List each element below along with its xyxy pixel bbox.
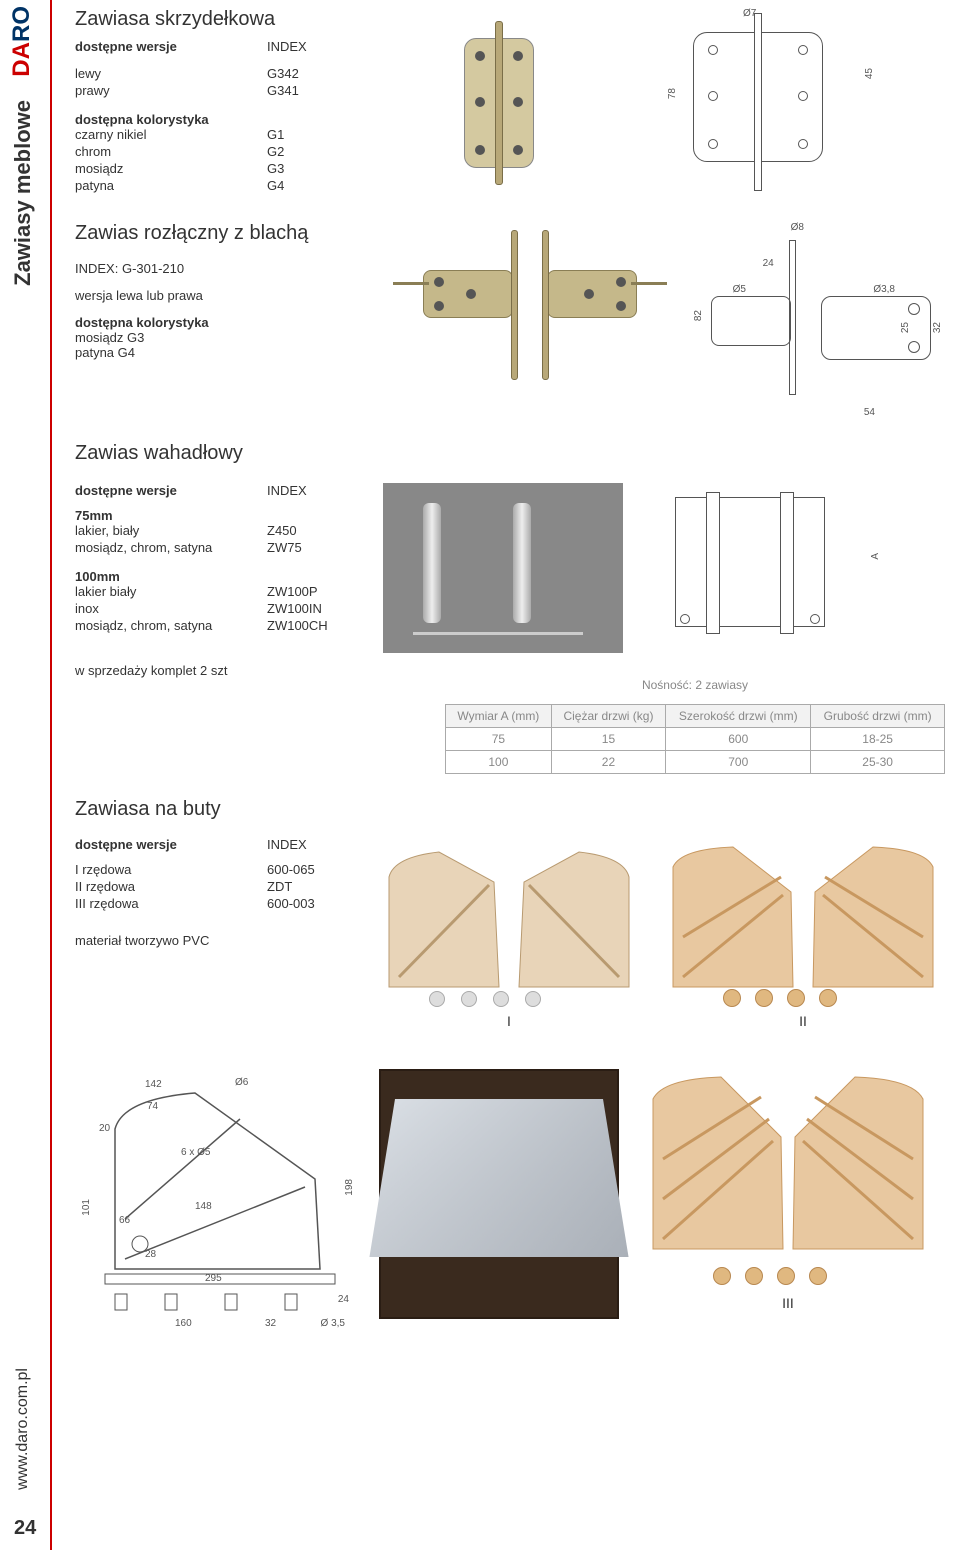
color-code: G4 (267, 178, 284, 193)
td: 600 (666, 728, 811, 751)
sale-note: w sprzedaży komplet 2 szt (75, 663, 355, 678)
row-code: 600-065 (267, 862, 315, 877)
td: 100 (446, 751, 552, 774)
sec3-photo (383, 483, 623, 653)
sec4-diagram: 142 Ø6 74 20 6 x Ø5 198 148 66 101 28 29… (75, 1069, 355, 1329)
row-code: ZW100IN (267, 601, 322, 616)
section-buty: Zawiasa na buty dostępne wersje INDEX I … (75, 798, 945, 1329)
main-content: Zawiasa skrzydełkowa dostępne wersje IND… (75, 8, 945, 1349)
sec4-text: dostępne wersje INDEX I rzędowa 600-065 I… (75, 837, 355, 1029)
index-label: INDEX (267, 39, 307, 54)
sec2-photo (393, 222, 667, 402)
color-name: czarny nikiel (75, 127, 235, 142)
td: 22 (551, 751, 665, 774)
sec1-text: Zawiasa skrzydełkowa dostępne wersje IND… (75, 8, 375, 198)
color-name: patyna (75, 178, 235, 193)
row-name: II rzędowa (75, 879, 235, 894)
sec2-text: Zawias rozłączny z blachą INDEX: G-301-2… (75, 222, 369, 360)
group-75: 75mm (75, 508, 355, 523)
td: 700 (666, 751, 811, 774)
group-100: 100mm (75, 569, 355, 584)
row-code: 600-003 (267, 896, 315, 911)
sec2-colors: mosiądz G3 patyna G4 (75, 330, 369, 360)
row-code: G342 (267, 66, 299, 81)
th: Ciężar drzwi (kg) (551, 705, 665, 728)
bottom-row: 142 Ø6 74 20 6 x Ø5 198 148 66 101 28 29… (75, 1069, 945, 1329)
sec1-title: Zawiasa skrzydełkowa (75, 8, 375, 31)
load-table: Wymiar A (mm) Ciężar drzwi (kg) Szerokoś… (445, 704, 945, 774)
roman-III: III (643, 1295, 933, 1311)
color-code: G3 (267, 161, 284, 176)
page-number: 24 (14, 1517, 36, 1540)
material: materiał tworzywo PVC (75, 933, 355, 948)
row-name: III rzędowa (75, 896, 235, 911)
row-name: inox (75, 601, 235, 616)
row-name: prawy (75, 83, 235, 98)
row-code: ZDT (267, 879, 292, 894)
versions-label: dostępne wersje (75, 483, 235, 498)
row-name: lakier biały (75, 584, 235, 599)
row-code: Z450 (267, 523, 297, 538)
th: Grubość drzwi (mm) (811, 705, 945, 728)
row-name: lakier, biały (75, 523, 235, 538)
logo-letter-d: D (8, 59, 35, 76)
sec4-title: Zawiasa na buty (75, 798, 945, 821)
row-code: G341 (267, 83, 299, 98)
sec2-diagram: Ø8 24 Ø5 Ø3,8 82 25 32 54 (691, 222, 945, 422)
row-name: mosiądz, chrom, satyna (75, 618, 235, 633)
sec1-diagram: Ø7 78 45 (623, 8, 883, 198)
td: 75 (446, 728, 552, 751)
row-code: ZW75 (267, 540, 302, 555)
section-skrzydelkowa: Zawiasa skrzydełkowa dostępne wersje IND… (75, 8, 945, 198)
versions-label: dostępne wersje (75, 39, 235, 54)
th: Wymiar A (mm) (446, 705, 552, 728)
sec2-version: wersja lewa lub prawa (75, 288, 369, 303)
roman-I: I (379, 1013, 639, 1029)
th: Szerokość drzwi (mm) (666, 705, 811, 728)
row-name: mosiądz, chrom, satyna (75, 540, 235, 555)
sec3-title: Zawias wahadłowy (75, 442, 945, 465)
sec2-index: INDEX: G-301-210 (75, 261, 369, 276)
td: 25-30 (811, 751, 945, 774)
sec1-photo (399, 8, 599, 198)
row-code: ZW100P (267, 584, 318, 599)
color-name: chrom (75, 144, 235, 159)
sec4-cabinet-photo (379, 1069, 619, 1319)
vertical-red-bar (50, 0, 52, 1550)
roman-II: II (663, 1013, 943, 1029)
logo: DARO (8, 6, 36, 77)
color-code: G1 (267, 127, 284, 142)
sec2-color-label: dostępna kolorystyka (75, 315, 369, 330)
row-name: lewy (75, 66, 235, 81)
footer-url: www.daro.com.pl (14, 1368, 32, 1490)
sec4-photo-III: III (643, 1069, 933, 1329)
row-code: ZW100CH (267, 618, 328, 633)
versions-label: dostępne wersje (75, 837, 235, 852)
load-caption: Nośność: 2 zawiasy (445, 678, 945, 692)
logo-rest: ARO (8, 6, 35, 59)
color-name: mosiądz (75, 161, 235, 176)
index-label: INDEX (267, 837, 307, 852)
row-name: I rzędowa (75, 862, 235, 877)
side-section-title: Zawiasy meblowe (10, 100, 36, 286)
color-code: G2 (267, 144, 284, 159)
index-label: INDEX (267, 483, 307, 498)
section-rozlaczny: Zawias rozłączny z blachą INDEX: G-301-2… (75, 222, 945, 422)
section-wahadlowy: Zawias wahadłowy dostępne wersje INDEX 7… (75, 442, 945, 774)
sec2-title: Zawias rozłączny z blachą (75, 222, 369, 245)
sec3-diagram: A (651, 483, 881, 653)
td: 18-25 (811, 728, 945, 751)
color-label: dostępna kolorystyka (75, 112, 375, 127)
td: 15 (551, 728, 665, 751)
sec3-text: dostępne wersje INDEX 75mm lakier, biały… (75, 483, 355, 678)
sec4-photo-I: I (379, 837, 639, 1029)
sec4-photo-II: II (663, 837, 943, 1029)
